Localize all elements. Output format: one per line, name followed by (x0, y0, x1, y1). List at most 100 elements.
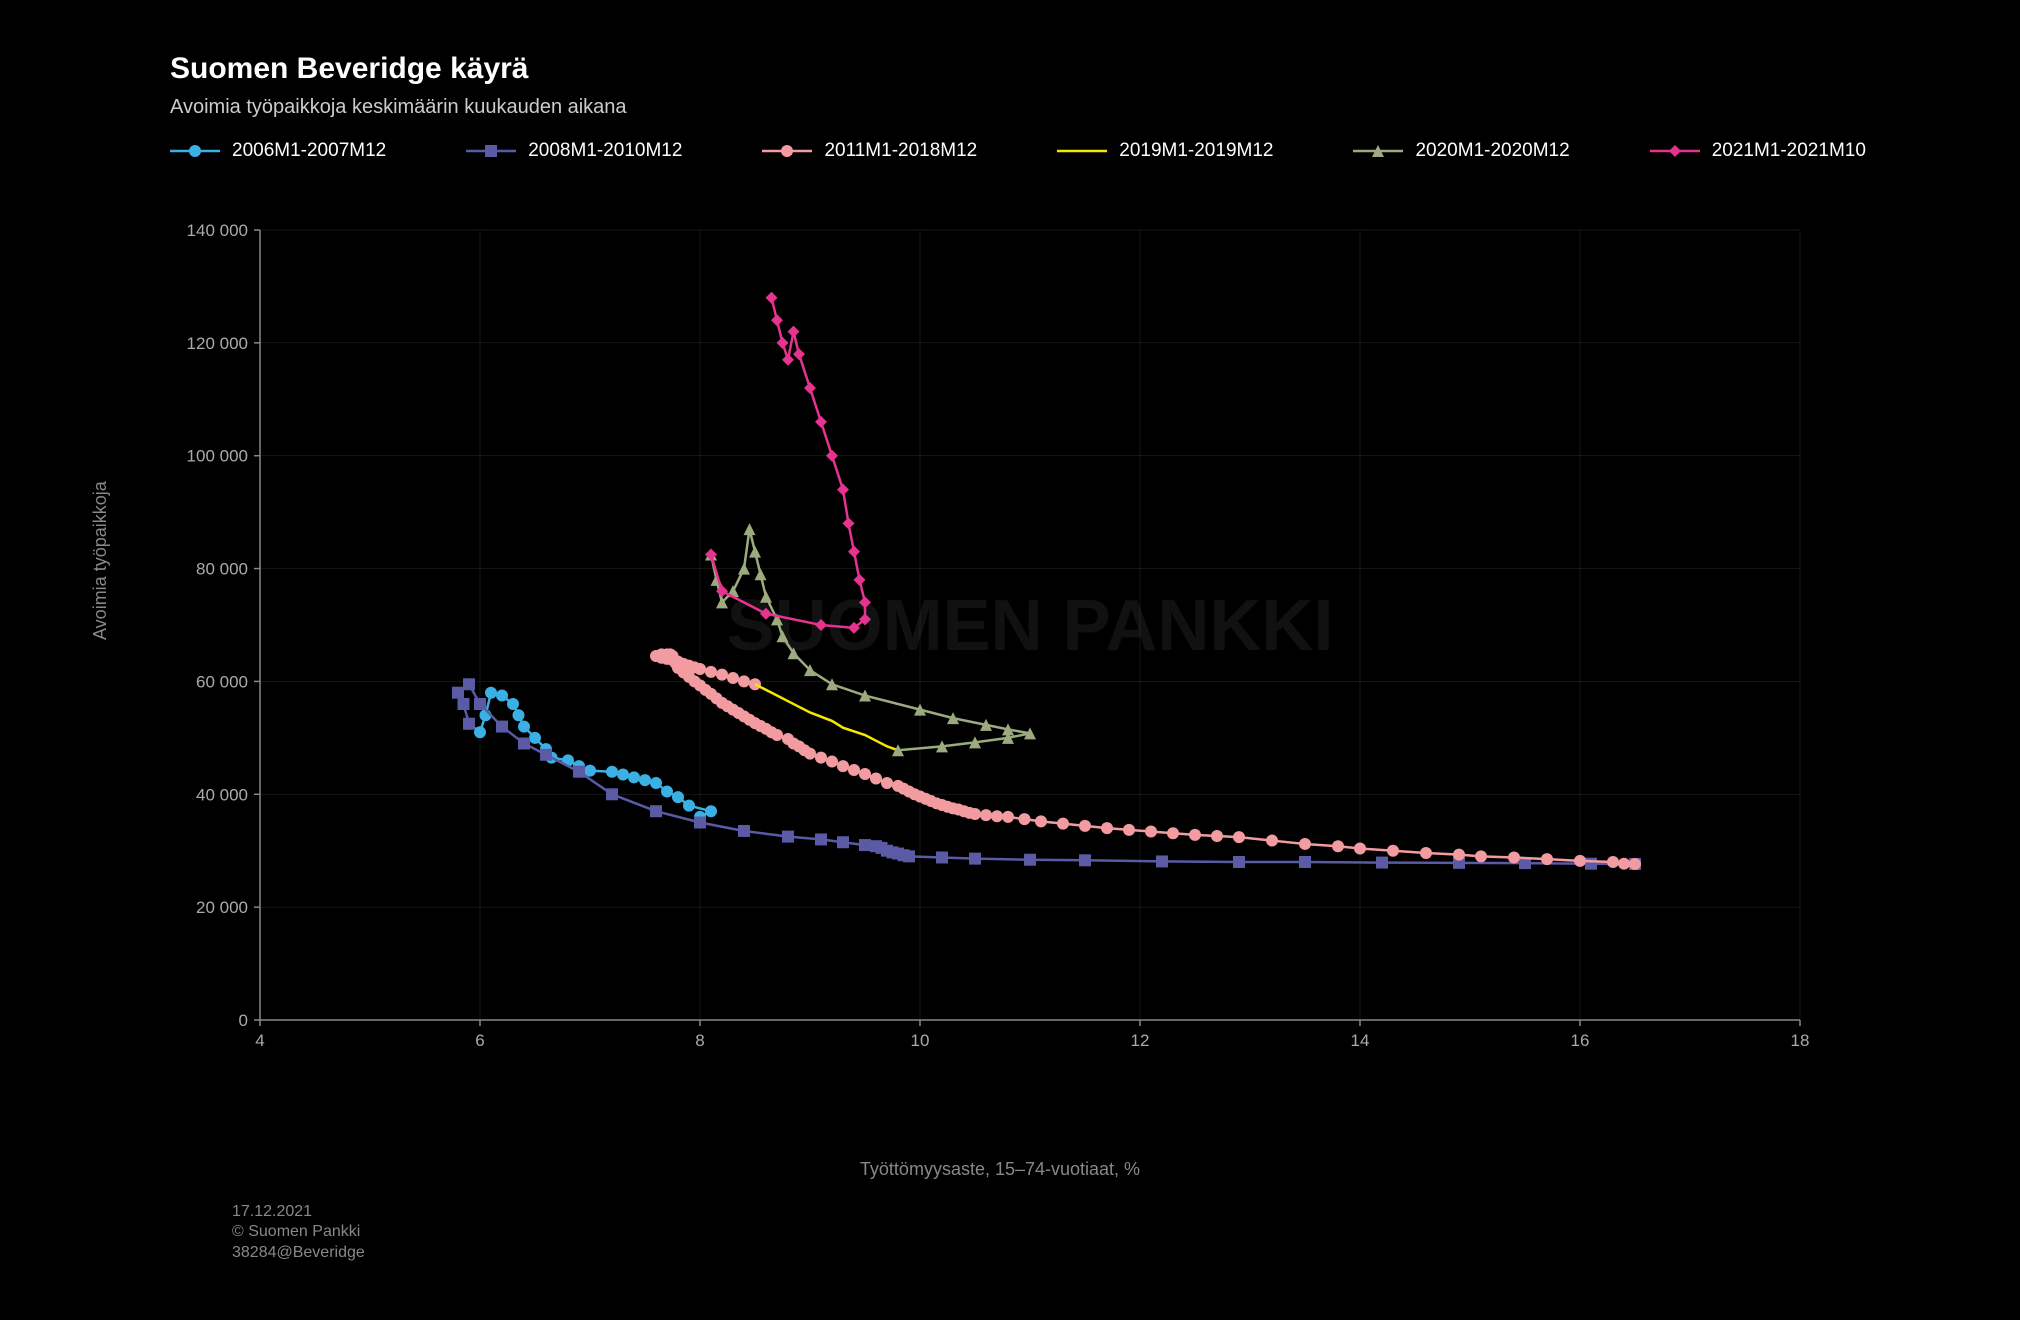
svg-text:0: 0 (239, 1011, 248, 1030)
series-marker (881, 777, 893, 789)
series-marker (980, 809, 992, 821)
legend: 2006M1-2007M12 2008M1-2010M12 2011M1-2018M… (170, 140, 1866, 162)
series-marker (969, 853, 981, 865)
chart-subtitle: Avoimia työpaikkoja keskimäärin kuukaude… (170, 96, 627, 119)
series-marker (496, 690, 508, 702)
series-marker (1156, 855, 1168, 867)
series-marker (826, 756, 838, 768)
series-marker (1420, 847, 1432, 859)
series-marker (458, 698, 470, 710)
series-marker (870, 772, 882, 784)
series-marker (650, 805, 662, 817)
series-line (711, 298, 865, 628)
svg-text:20 000: 20 000 (196, 898, 248, 917)
svg-text:16: 16 (1571, 1031, 1590, 1050)
svg-text:6: 6 (475, 1031, 484, 1050)
legend-item: 2008M1-2010M12 (466, 140, 682, 162)
series-marker (1607, 856, 1619, 868)
series-marker (1145, 826, 1157, 838)
series-marker (1266, 835, 1278, 847)
svg-text:60 000: 60 000 (196, 672, 248, 691)
series-marker (1002, 811, 1014, 823)
legend-label: 2020M1-2020M12 (1415, 140, 1569, 162)
series-marker (650, 777, 662, 789)
series-marker (727, 672, 739, 684)
series-marker (1079, 820, 1091, 832)
legend-label: 2008M1-2010M12 (528, 140, 682, 162)
series-marker (606, 766, 618, 778)
series-marker (507, 698, 519, 710)
series-marker (788, 326, 800, 338)
series-marker (474, 698, 486, 710)
series-marker (694, 817, 706, 829)
series-marker (1123, 824, 1135, 836)
series-marker (843, 517, 855, 529)
series-marker (1618, 858, 1630, 870)
series-marker (617, 769, 629, 781)
series-marker (837, 484, 849, 496)
series-marker (854, 574, 866, 586)
chart-plot: SUOMEN PANKKI020 00040 00060 00080 00010… (170, 200, 1830, 1100)
series-marker (1585, 858, 1597, 870)
series-marker (815, 752, 827, 764)
legend-label: 2021M1-2021M10 (1712, 140, 1866, 162)
series-marker (628, 771, 640, 783)
chart-title: Suomen Beveridge käyrä (170, 52, 529, 86)
series-marker (1057, 818, 1069, 830)
footer-code: 38284@Beveridge (232, 1243, 365, 1264)
svg-text:40 000: 40 000 (196, 785, 248, 804)
footer-date: 17.12.2021 (232, 1202, 365, 1223)
series-marker (518, 721, 530, 733)
series-marker (1211, 830, 1223, 842)
svg-text:100 000: 100 000 (187, 447, 248, 466)
series-marker (683, 800, 695, 812)
series-marker (991, 810, 1003, 822)
series-marker (705, 666, 717, 678)
series-marker (513, 709, 525, 721)
series-marker (1354, 842, 1366, 854)
legend-item: 2020M1-2020M12 (1353, 140, 1569, 162)
series-marker (518, 738, 530, 750)
series-marker (892, 780, 904, 792)
series-marker (529, 732, 541, 744)
series-marker (1079, 854, 1091, 866)
series-marker (452, 687, 464, 699)
series-marker (782, 831, 794, 843)
series-marker (771, 314, 783, 326)
series-marker (1019, 813, 1031, 825)
series-marker (837, 836, 849, 848)
series-marker (859, 839, 871, 851)
series-marker (744, 523, 756, 535)
legend-label: 2006M1-2007M12 (232, 140, 386, 162)
series-marker (573, 766, 585, 778)
series-marker (826, 678, 838, 690)
series-marker (1508, 851, 1520, 863)
series-marker (1387, 845, 1399, 857)
series-marker (1299, 838, 1311, 850)
svg-text:140 000: 140 000 (187, 221, 248, 240)
svg-text:10: 10 (911, 1031, 930, 1050)
series-marker (1167, 827, 1179, 839)
series-marker (463, 718, 475, 730)
chart-footer: 17.12.2021 © Suomen Pankki 38284@Beverid… (232, 1202, 365, 1264)
svg-text:8: 8 (695, 1031, 704, 1050)
footer-copyright: © Suomen Pankki (232, 1222, 365, 1243)
x-axis-label: Työttömyysaste, 15–74-vuotiaat, % (170, 1159, 1830, 1180)
series-marker (496, 721, 508, 733)
series-marker (755, 568, 767, 580)
svg-text:80 000: 80 000 (196, 560, 248, 579)
series-marker (1233, 831, 1245, 843)
series-marker (766, 292, 778, 304)
legend-item: 2006M1-2007M12 (170, 140, 386, 162)
series-marker (749, 546, 761, 558)
series-marker (837, 760, 849, 772)
series-marker (859, 768, 871, 780)
series-marker (463, 678, 475, 690)
y-axis-label: Avoimia työpaikkoja (90, 481, 111, 640)
series-marker (661, 785, 673, 797)
svg-text:12: 12 (1131, 1031, 1150, 1050)
series-marker (1233, 856, 1245, 868)
legend-item: 2011M1-2018M12 (762, 140, 977, 162)
series-marker (705, 805, 717, 817)
series-marker (606, 788, 618, 800)
